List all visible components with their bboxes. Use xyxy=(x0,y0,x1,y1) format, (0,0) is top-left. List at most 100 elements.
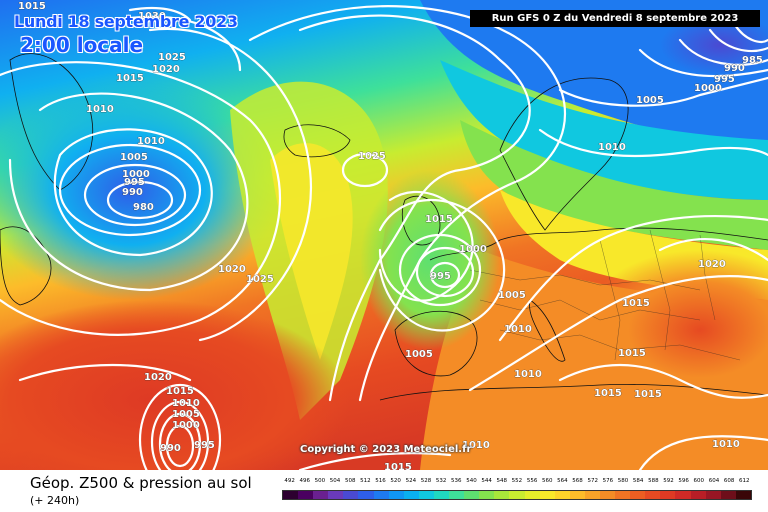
isobar-label: 1010 xyxy=(462,440,490,451)
scale-tick-label: 520 xyxy=(390,478,401,484)
scale-color-swatch xyxy=(479,491,495,499)
scale-tick-label: 564 xyxy=(557,478,568,484)
isobar-label: 1020 xyxy=(144,372,172,383)
isobar-1025-iceland xyxy=(341,152,389,188)
scale-color-swatch xyxy=(660,491,676,499)
isobar-label: 1000 xyxy=(122,169,150,180)
scale-tick-label: 496 xyxy=(299,478,310,484)
isobar-1015-sw xyxy=(138,383,222,470)
italy xyxy=(529,299,566,362)
forecast-local-time: 2:00 locale xyxy=(20,33,144,57)
forecast-date: Lundi 18 septembre 2023 xyxy=(14,12,238,31)
iceland xyxy=(283,124,351,158)
scandinavia xyxy=(499,77,629,231)
isobar-label: 995 xyxy=(194,440,215,451)
isobar-label: 985 xyxy=(742,55,763,66)
isobar-label: 1025 xyxy=(246,274,274,285)
scale-color-swatch xyxy=(675,491,691,499)
scale-color-swatch xyxy=(313,491,329,499)
scale-color-swatch xyxy=(524,491,540,499)
geopotential-atlantic-ridge-core xyxy=(270,143,353,360)
isobar-1025-atlantic xyxy=(298,14,531,402)
scale-color-swatch xyxy=(554,491,570,499)
geopotential-southeast-max xyxy=(580,250,768,410)
isobar-label: 990 xyxy=(122,187,143,198)
scale-tick-label: 612 xyxy=(739,478,750,484)
isobar-label: 1015 xyxy=(18,1,46,12)
isobar-label: 1015 xyxy=(384,462,412,470)
scale-color-swatch xyxy=(328,491,344,499)
isobar-label: 1005 xyxy=(498,290,526,301)
scale-color-swatch xyxy=(283,491,299,499)
isobar-label: 1000 xyxy=(459,244,487,255)
scale-tick-label: 592 xyxy=(663,478,674,484)
scale-color-swatch xyxy=(705,491,721,499)
isobar-label: 995 xyxy=(430,271,451,282)
scale-tick-label: 544 xyxy=(481,478,492,484)
greenland xyxy=(9,53,94,191)
isobar-label: 1020 xyxy=(698,259,726,270)
isobar-1015-europe xyxy=(468,275,768,392)
scale-color-swatch xyxy=(418,491,434,499)
scale-color-swatch xyxy=(388,491,404,499)
isobar-1010-sw xyxy=(150,400,210,470)
model-run-info: Run GFS 0 Z du Vendredi 8 septembre 2023 xyxy=(470,10,760,27)
isobar-label: 1005 xyxy=(120,152,148,163)
isobar-990-northeast xyxy=(708,28,768,52)
scale-tick-label: 532 xyxy=(435,478,447,484)
scale-color-swatch xyxy=(645,491,661,499)
isobar-1020-atlantic xyxy=(248,5,566,402)
scale-tick-label: 596 xyxy=(678,478,689,484)
isobar-980 xyxy=(106,180,174,220)
scale-tick-label: 508 xyxy=(344,478,356,484)
isobar-label: 1015 xyxy=(425,214,453,225)
scale-tick-label: 516 xyxy=(375,478,386,484)
british-isles xyxy=(401,195,441,246)
scale-tick-label: 604 xyxy=(708,478,720,484)
isobar-1010-northeast xyxy=(538,128,768,158)
scale-color-swatch xyxy=(735,491,751,499)
isobar-label: 995 xyxy=(124,177,145,188)
scale-color-swatch xyxy=(539,491,555,499)
isobar-1000-northeast xyxy=(638,48,768,78)
isobar-1005-northeast xyxy=(558,76,768,107)
scale-tick-label: 560 xyxy=(541,478,553,484)
scale-tick-label: 540 xyxy=(466,478,477,484)
scale-tick-label: 580 xyxy=(617,478,629,484)
scale-tick-label: 556 xyxy=(526,478,538,484)
scale-tick-label: 500 xyxy=(314,478,326,484)
isobar-label: 1010 xyxy=(712,439,740,450)
isobar-1030 xyxy=(128,6,192,22)
isobar-1000-sw xyxy=(165,424,195,468)
isobar-label: 1000 xyxy=(172,420,200,431)
isobar-985-northeast xyxy=(733,23,768,43)
isobar-label: 995 xyxy=(714,74,735,85)
isobar-label: 1010 xyxy=(172,398,200,409)
scale-color-swatch xyxy=(358,491,374,499)
isobar-label: 1010 xyxy=(598,142,626,153)
isobar-990 xyxy=(83,163,187,227)
isobar-1020-southeast xyxy=(658,238,768,262)
scale-labels: 492 496 500 504 508 512 516 520 524 528 532 536 540 5… xyxy=(282,478,752,488)
geopotential-atlantic-low xyxy=(0,80,280,300)
isobar-labels: 1030 1025 1020 1015 1010 1015 1010 1005 … xyxy=(18,1,764,470)
scale-tick-label: 576 xyxy=(602,478,614,484)
scale-tick-label: 588 xyxy=(648,478,659,484)
isobar-label: 1015 xyxy=(594,388,622,399)
isobar-995-biscay xyxy=(429,261,461,289)
copyright-text: Copyright © 2023 Meteociel.fr xyxy=(300,444,472,455)
scale-color-swatch xyxy=(403,491,419,499)
scale-color-swatch xyxy=(509,491,525,499)
isobar-label: 1025 xyxy=(158,52,186,63)
scale-tick-label: 584 xyxy=(632,478,644,484)
scale-color-swatch xyxy=(298,491,314,499)
iberia xyxy=(394,310,478,377)
scale-tick-label: 524 xyxy=(405,478,417,484)
isobar-label: 1030 xyxy=(138,11,166,22)
scale-color-swatch xyxy=(584,491,600,499)
geopotential-east-cyan xyxy=(440,60,768,200)
isobar-label: 1005 xyxy=(405,349,433,360)
weather-map: 1030 1025 1020 1015 1010 1015 1010 1005 … xyxy=(0,0,768,470)
scale-color-swatch xyxy=(630,491,646,499)
isobar-1000 xyxy=(58,143,202,237)
